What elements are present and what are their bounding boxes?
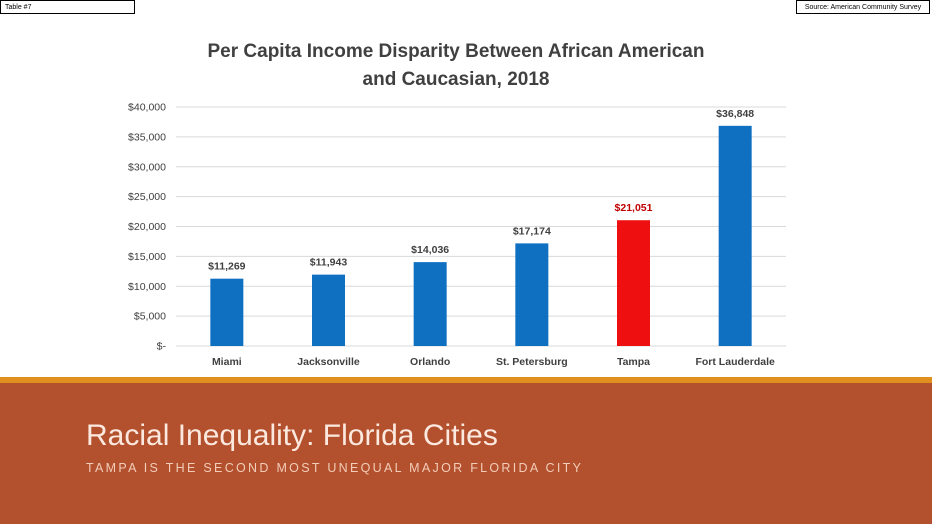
y-tick-label: $30,000 [128,161,166,173]
table-number-tag: Table #7 [0,0,135,14]
y-tick-label: $5,000 [134,311,166,323]
y-tick-label: $15,000 [128,251,166,263]
bar-chart: $- $5,000 $10,000 $15,000 $20,000 $25,000 $30,… [128,102,786,368]
bar [210,278,244,346]
bar [515,243,549,346]
data-label: $21,051 [615,202,653,214]
data-label: $36,848 [716,108,754,120]
bar [413,262,447,346]
bar [312,274,345,346]
data-label: $17,174 [513,225,551,237]
data-label: $11,943 [310,257,348,269]
chart-title: Per Capita Income Disparity Between Afri… [150,38,762,94]
bar [718,125,752,347]
gridlines [176,106,786,347]
y-tick-label: $20,000 [128,221,166,233]
y-axis-ticks: $- $5,000 $10,000 $15,000 $20,000 $25,000 $30,… [128,102,166,353]
x-axis-labels: Miami Jacksonville Orlando St. Petersburg Ta… [212,356,775,368]
data-label: $11,269 [208,261,246,273]
accent-stripe [0,377,932,383]
x-tick-label: Miami [212,356,242,368]
y-tick-label: $40,000 [128,102,166,114]
title-banner: Racial Inequality: Florida Cities TAMPA … [0,383,932,524]
slide-subtitle: TAMPA IS THE SECOND MOST UNEQUAL MAJOR F… [86,461,584,475]
x-tick-label: Jacksonville [297,356,360,368]
bars: $11,269 $11,943 $14,036 $17,174 $21,051 $36,8… [208,108,754,347]
x-tick-label: Tampa [617,356,650,368]
bar [617,220,650,346]
x-tick-label: Fort Lauderdale [695,356,775,368]
y-tick-label: $35,000 [128,131,166,143]
data-label: $14,036 [411,244,449,256]
x-tick-label: Orlando [410,356,450,368]
chart-title-line-1: Per Capita Income Disparity Between Afri… [207,41,705,62]
y-tick-label: $10,000 [128,281,166,293]
y-tick-label: $25,000 [128,191,166,203]
y-tick-label: $- [157,341,167,353]
source-tag: Source: American Community Survey [796,0,930,14]
chart-title-line-2: and Caucasian, 2018 [362,69,550,90]
slide-title: Racial Inequality: Florida Cities [86,419,498,452]
x-tick-label: St. Petersburg [496,356,568,368]
